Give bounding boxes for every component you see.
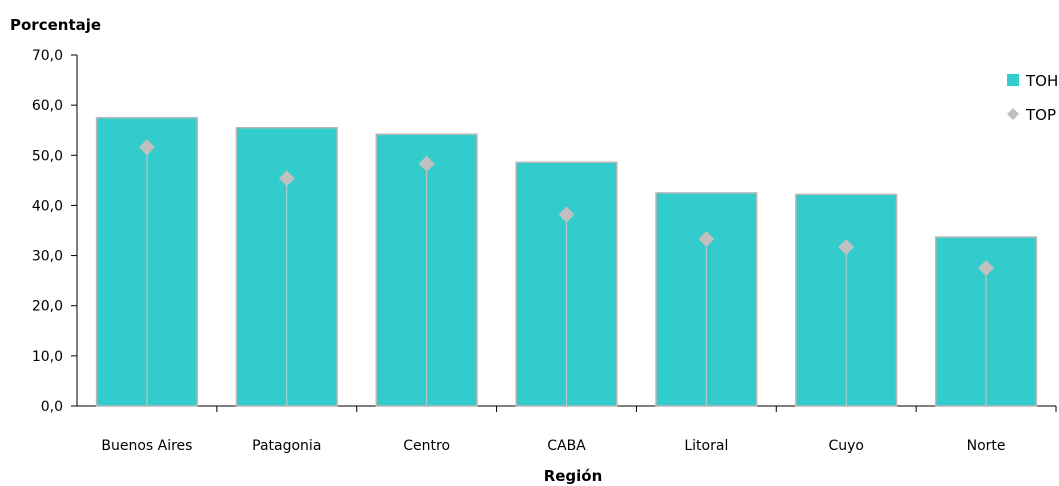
y-axis-title: Porcentaje [10,16,101,34]
data-point [278,170,295,187]
x-axis: Buenos Aires Patagonia Centro CABA Litoral Cu… [77,405,1057,454]
data-point [558,206,575,223]
data-point [138,139,155,156]
legend-label-toh: TOH [1025,72,1058,90]
y-tick-label: 60,0 [32,98,63,114]
y-tick-label: 70,0 [32,48,63,64]
x-tick-label: Cuyo [828,438,864,454]
x-tick-label: Centro [403,438,450,454]
x-tick-label: Litoral [684,438,728,454]
legend: TOH TOP [1007,72,1058,124]
y-tick-label: 10,0 [32,349,63,365]
x-axis-title: Región [544,467,603,485]
y-tick-label: 20,0 [32,299,63,315]
x-tick-label: Patagonia [252,438,321,454]
y-tick-label: 50,0 [32,148,63,164]
legend-swatch-toh [1007,74,1019,86]
data-point [978,260,995,277]
x-tick-label: Norte [967,438,1006,454]
markers-layer [138,139,995,406]
data-point [698,231,715,248]
legend-label-top: TOP [1025,106,1056,124]
y-tick-label: 40,0 [32,198,63,214]
y-tick-label: 0,0 [41,399,63,415]
legend-swatch-top [1007,108,1019,120]
x-tick-label: Buenos Aires [101,438,192,454]
x-tick-label: CABA [547,438,586,454]
data-point [838,239,855,256]
y-tick-label: 30,0 [32,249,63,265]
y-axis: 0,0 10,0 20,0 30,0 40,0 50,0 60,0 70,0 [32,48,78,415]
data-point [418,155,435,172]
